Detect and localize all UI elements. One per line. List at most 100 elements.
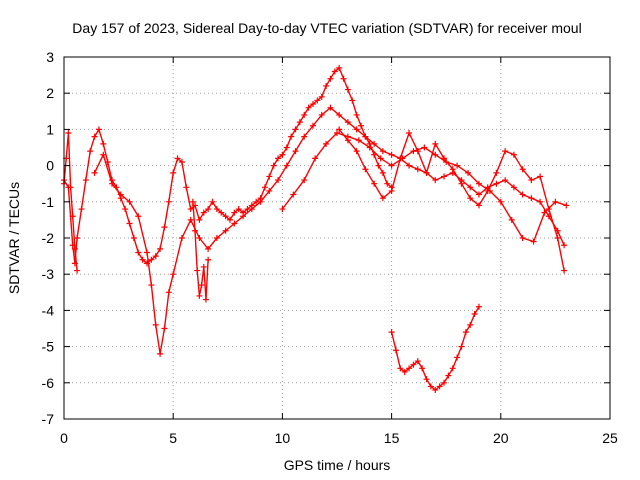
data-point — [231, 209, 238, 216]
data-point — [379, 169, 386, 176]
data-point — [231, 220, 238, 227]
data-point — [349, 97, 356, 104]
data-point — [465, 169, 472, 176]
data-point — [205, 245, 212, 252]
data-point — [205, 206, 212, 213]
data-point — [561, 267, 568, 274]
data-point — [475, 180, 482, 187]
grid — [64, 57, 610, 419]
data-point — [414, 166, 421, 173]
data-point — [126, 220, 133, 227]
data-point — [109, 180, 116, 187]
chart-title: Day 157 of 2023, Sidereal Day-to-day VTE… — [72, 20, 581, 36]
data-point — [397, 155, 404, 162]
y-tick-label: -5 — [42, 339, 55, 355]
data-point — [467, 321, 474, 328]
data-point — [545, 206, 552, 213]
data-point — [130, 235, 137, 241]
series-track-2 — [91, 104, 568, 357]
data-point — [196, 292, 203, 299]
data-point — [502, 148, 509, 155]
data-point — [530, 238, 537, 245]
data-point — [441, 155, 448, 162]
data-point — [266, 187, 273, 194]
data-point — [165, 198, 172, 205]
data-point — [432, 387, 439, 394]
data-point — [200, 263, 207, 270]
y-tick-label: -6 — [42, 375, 55, 391]
data-point — [178, 158, 185, 165]
data-point — [226, 216, 233, 223]
data-point — [309, 101, 316, 108]
data-point — [67, 184, 74, 191]
series-track-5 — [388, 303, 482, 394]
data-point — [288, 133, 295, 140]
data-point — [336, 111, 343, 118]
data-point — [355, 137, 362, 144]
series-trace — [192, 201, 209, 301]
data-point — [353, 148, 360, 155]
data-point — [91, 169, 98, 176]
series-track-3 — [279, 130, 570, 245]
data-point — [353, 111, 360, 118]
data-layer — [61, 64, 570, 394]
data-point — [309, 122, 316, 129]
y-axis-title: SDTVAR / TECUs — [6, 182, 22, 294]
data-point — [432, 140, 439, 147]
x-tick-label: 5 — [169, 430, 177, 446]
data-point — [135, 213, 142, 220]
data-point — [537, 173, 544, 180]
data-point — [187, 206, 194, 213]
data-point — [423, 376, 430, 383]
data-point — [192, 227, 199, 234]
data-point — [283, 144, 290, 151]
data-point — [189, 198, 196, 205]
data-point — [388, 187, 395, 194]
data-point — [366, 144, 373, 151]
data-point — [139, 256, 146, 263]
data-point — [432, 151, 439, 158]
data-point — [406, 162, 413, 169]
data-point — [196, 235, 203, 241]
data-point — [401, 368, 408, 375]
data-point — [379, 195, 386, 202]
data-point — [100, 140, 107, 147]
data-point — [296, 119, 303, 126]
data-point — [95, 126, 102, 133]
data-point — [334, 130, 340, 137]
data-point — [261, 184, 268, 191]
data-point — [117, 191, 124, 198]
x-tick-label: 10 — [275, 430, 291, 446]
data-point — [358, 122, 365, 129]
y-tick-label: -2 — [42, 230, 55, 246]
data-point — [336, 64, 343, 71]
data-point — [441, 173, 448, 180]
data-point — [493, 180, 500, 187]
data-point — [493, 169, 500, 176]
data-point — [143, 249, 150, 256]
y-tick-label: -3 — [42, 266, 55, 282]
data-point — [318, 93, 325, 100]
data-point — [148, 256, 155, 263]
data-point — [327, 75, 334, 82]
data-point — [508, 216, 515, 223]
data-point — [91, 133, 98, 140]
data-point — [87, 148, 94, 155]
data-point — [467, 195, 474, 202]
data-point — [377, 155, 384, 162]
data-point — [406, 365, 413, 372]
data-point — [454, 162, 461, 169]
data-point — [266, 173, 273, 180]
data-point — [362, 133, 369, 140]
y-tick-label: 3 — [46, 49, 54, 65]
y-tick-label: -4 — [42, 302, 55, 318]
data-point — [270, 162, 277, 169]
data-point — [312, 155, 319, 162]
data-point — [441, 379, 448, 386]
data-point — [375, 162, 382, 169]
data-point — [165, 289, 172, 296]
data-point — [194, 267, 201, 274]
x-tick-label: 0 — [60, 430, 68, 446]
data-point — [202, 296, 209, 303]
